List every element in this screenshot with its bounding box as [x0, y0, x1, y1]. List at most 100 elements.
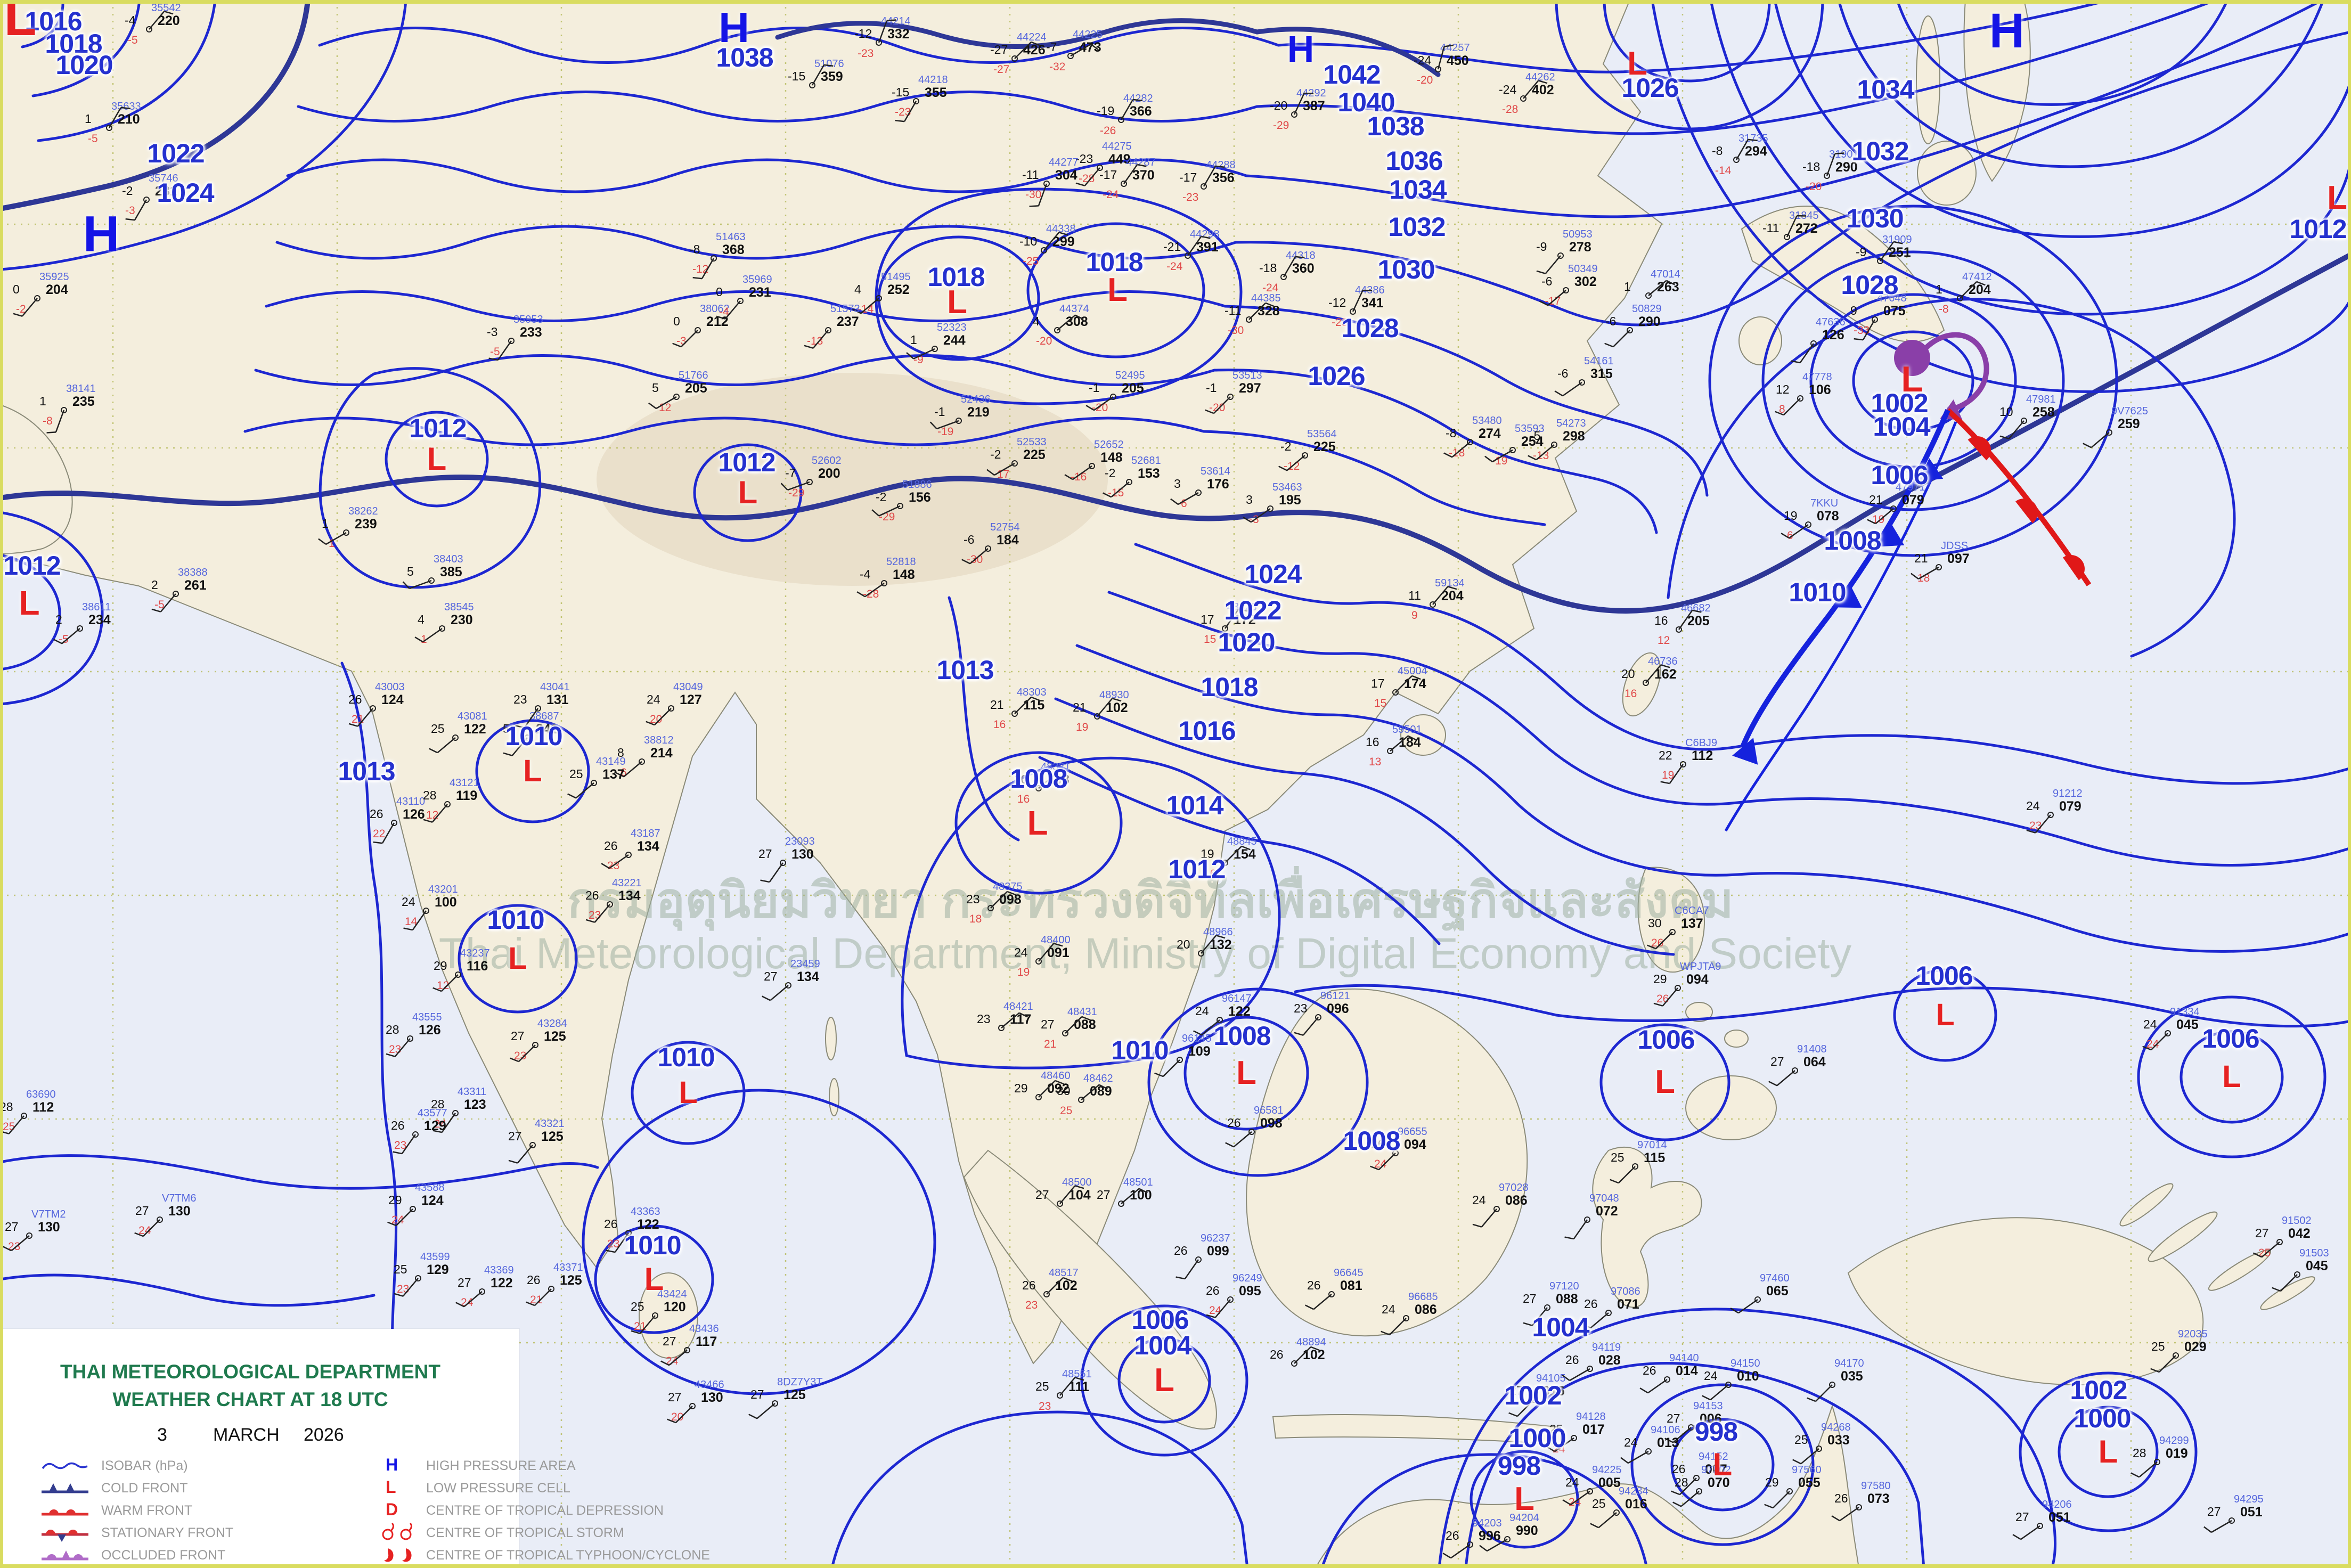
station-id: 51573 [830, 303, 860, 315]
station-pressure: 117 [1010, 1012, 1032, 1027]
isobar-value-label: 1013 [936, 655, 994, 685]
station-pressure: 017 [1582, 1422, 1605, 1437]
wind-barb-icon [432, 1110, 459, 1133]
station-temperature: 4 [854, 282, 861, 296]
station-id: 48375 [993, 881, 1023, 893]
station-temperature: 24 [1565, 1475, 1579, 1489]
wind-barb-icon [393, 1131, 419, 1155]
wind-barb-icon [125, 197, 150, 221]
high-pressure-symbol: H [83, 206, 120, 263]
isobar-value-label: 1034 [1389, 175, 1447, 205]
station-temperature: 27 [764, 969, 778, 983]
station-id: 43436 [689, 1323, 719, 1335]
wind-barb-icon [1733, 138, 1758, 163]
station-dewpoint: -20 [1806, 181, 1822, 193]
station-pressure: 299 [1052, 234, 1075, 249]
station-id: 50953 [1563, 228, 1593, 240]
wind-barb-icon [1305, 1291, 1335, 1310]
station-id: 53513 [1232, 370, 1262, 381]
wind-barb-icon [692, 255, 717, 280]
station-pressure: 148 [1100, 450, 1123, 465]
station-id: 43049 [673, 681, 703, 693]
isobar-value-label: 1004 [1134, 1330, 1191, 1360]
isobar-value-label: 1010 [1789, 577, 1846, 607]
legend-row: CENTRE OF TROPICAL STORM [373, 1522, 624, 1544]
station-temperature: 27 [663, 1334, 676, 1348]
wind-barb-icon [2130, 1459, 2160, 1478]
solomon-island-1 [2208, 1250, 2272, 1291]
station-temperature: 29 [1765, 1475, 1779, 1489]
station-id: 38687 [529, 710, 559, 722]
station-id: 43369 [484, 1264, 514, 1276]
station-dewpoint: 12 [437, 979, 450, 992]
station-dewpoint: -23 [895, 106, 911, 118]
station-id: 38403 [434, 553, 463, 565]
station-pressure: 094 [1686, 972, 1709, 987]
station-temperature: 26 [348, 692, 362, 706]
station-temperature: -2 [876, 490, 887, 504]
date-year: 2026 [304, 1425, 344, 1445]
station-pressure: 123 [464, 1097, 486, 1112]
station-id: 44287 [1126, 157, 1156, 168]
wind-barb-icon [1057, 1377, 1084, 1399]
station-temperature: 27 [2207, 1505, 2221, 1518]
wind-barb-icon [1562, 1366, 1593, 1382]
station-id: 45004 [1398, 665, 1427, 677]
wind-barb-icon [2253, 1239, 2283, 1258]
low-letter-icon: L [386, 1477, 396, 1497]
wind-barb-icon [961, 545, 991, 565]
wind-barb-icon [1639, 1376, 1670, 1394]
high-letter-icon: H [386, 1455, 398, 1474]
station-temperature: 2 [55, 612, 62, 626]
station-id: 52533 [1017, 436, 1047, 448]
taiwan-island [1622, 652, 1661, 717]
sumatra-island [963, 1149, 1217, 1430]
isobar-value-label: 1026 [1308, 361, 1365, 391]
station-pressure: 126 [1822, 328, 1844, 342]
wind-barb-icon [46, 407, 67, 434]
station-id: 97086 [1611, 1286, 1640, 1297]
cold-front-icon [38, 1478, 92, 1498]
station-dewpoint: -3 [125, 205, 135, 217]
station-dewpoint: 26 [1651, 937, 1664, 949]
station-id: 52323 [937, 322, 967, 333]
station-pressure: 261 [184, 578, 207, 593]
kamchatka-peninsula [1963, 0, 2031, 182]
low-pressure-symbol: L [1936, 998, 1955, 1032]
station-id: 38545 [444, 601, 474, 613]
sulawesi-island [1592, 1146, 1702, 1308]
station-temperature: 28 [431, 1097, 445, 1111]
legend-column-right: H HIGH PRESSURE AREA L LOW PRESSURE CELL D CE… [373, 1455, 710, 1566]
map-border-right [2348, 0, 2351, 1568]
warm-front-semicircle [2063, 555, 2085, 581]
wind-barb-icon [1539, 287, 1569, 306]
station-pressure: 225 [1313, 439, 1336, 454]
station-temperature: 24 [2143, 1017, 2157, 1031]
station-temperature: 26 [1227, 1116, 1241, 1130]
station-temperature: -20 [1270, 99, 1288, 112]
station-id: 48517 [1049, 1267, 1079, 1279]
isobar-value-label: 1012 [2289, 214, 2347, 244]
station-id: 38611 [82, 601, 111, 613]
high-pressure-symbol: H [1287, 28, 1315, 70]
station-temperature: 23 [966, 892, 980, 906]
station-temperature: 25 [2151, 1340, 2165, 1353]
wind-barb-icon [895, 98, 919, 123]
station-pressure: 089 [1090, 1084, 1112, 1099]
station-pressure: 137 [602, 767, 625, 782]
station-pressure: 125 [541, 1129, 564, 1144]
station-pressure: 473 [1079, 40, 1101, 55]
station-temperature: 27 [1523, 1292, 1537, 1305]
wind-barb-icon [1176, 1256, 1202, 1280]
wind-barb-icon [1121, 164, 1147, 187]
station-id: 23459 [790, 958, 820, 970]
legend-row: ISOBAR (hPa) [38, 1455, 262, 1477]
low-pressure-symbol: L [644, 1261, 664, 1297]
station-temperature: -24 [1414, 53, 1432, 67]
station-dewpoint: 16 [1625, 688, 1637, 700]
station-dewpoint: 23 [8, 1240, 21, 1253]
wind-barb-icon [1222, 608, 1248, 632]
station-id: 43041 [540, 681, 570, 693]
station-pressure: 200 [818, 466, 840, 481]
station-temperature: -9 [1536, 240, 1547, 254]
